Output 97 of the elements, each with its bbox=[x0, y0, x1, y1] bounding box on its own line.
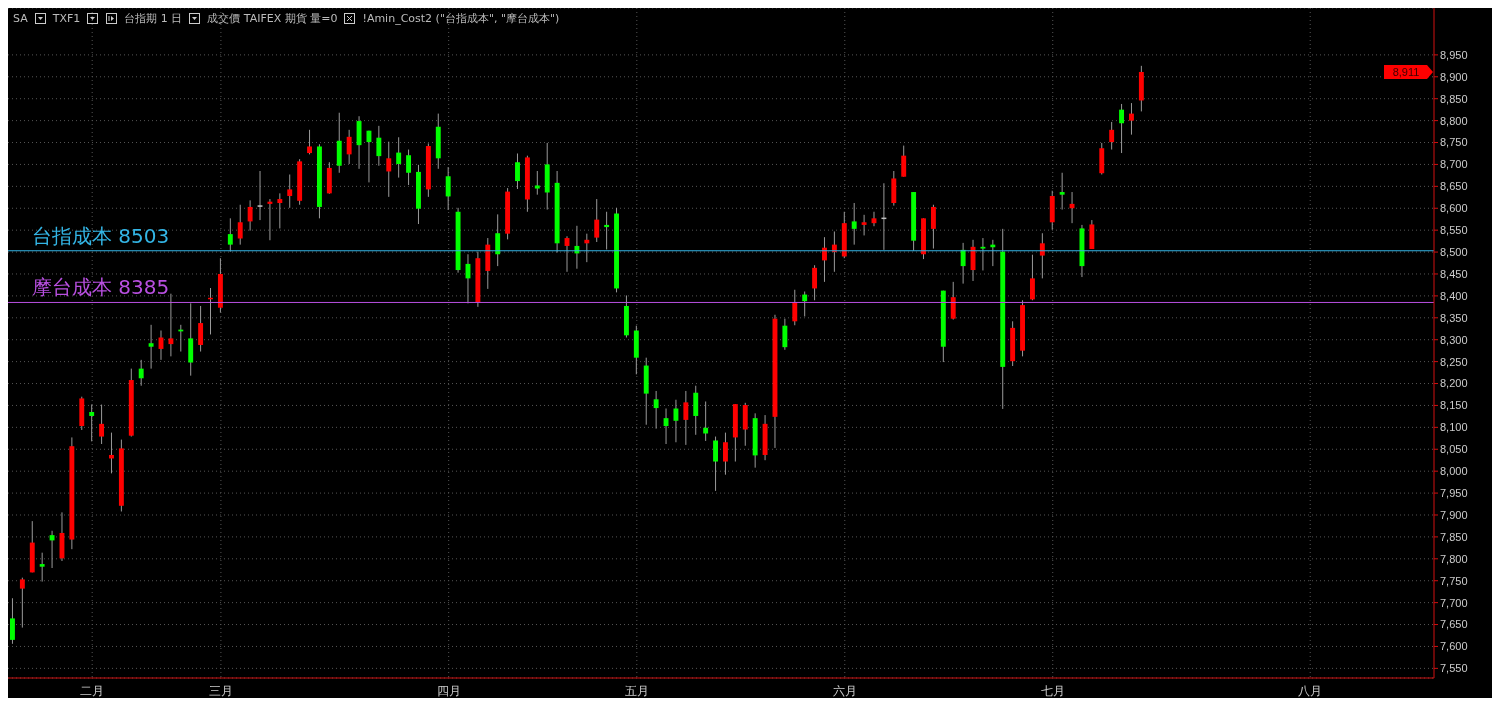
candlestick bbox=[257, 170, 263, 221]
candlestick bbox=[406, 149, 412, 186]
candlestick bbox=[396, 136, 402, 179]
annotation: !Amin_Cost2 ("台指成本", "摩台成本") bbox=[362, 11, 560, 26]
candlestick bbox=[495, 213, 501, 267]
y-tick-label: 8,550 bbox=[1440, 224, 1468, 237]
candlestick bbox=[148, 324, 154, 370]
x-tick-label: 七月 bbox=[1040, 683, 1065, 698]
candlestick bbox=[693, 385, 699, 436]
y-tick-label: 7,750 bbox=[1440, 574, 1468, 587]
candlestick bbox=[267, 198, 273, 241]
y-tick-label: 8,000 bbox=[1440, 465, 1468, 478]
x-tick-label: 五月 bbox=[624, 683, 649, 698]
y-tick-label: 8,400 bbox=[1440, 289, 1468, 302]
candlestick bbox=[307, 129, 312, 155]
candlestick bbox=[138, 359, 144, 387]
y-tick-label: 7,650 bbox=[1440, 618, 1468, 631]
y-tick-label: 8,750 bbox=[1440, 136, 1468, 149]
candlestick bbox=[950, 281, 956, 321]
y-tick-label: 8,350 bbox=[1440, 311, 1468, 324]
candlestick bbox=[812, 264, 818, 301]
candlestick bbox=[604, 211, 610, 250]
candlestick bbox=[901, 145, 907, 178]
y-tick-label: 7,700 bbox=[1440, 596, 1468, 609]
annotation: SA bbox=[13, 12, 28, 25]
candlestick bbox=[168, 293, 174, 357]
y-tick-label: 8,500 bbox=[1440, 245, 1468, 258]
y-tick-label: 8,200 bbox=[1440, 377, 1468, 390]
candlestick bbox=[1039, 232, 1045, 279]
candlestick bbox=[1029, 254, 1035, 301]
candlestick bbox=[39, 552, 45, 583]
y-tick-label: 8,250 bbox=[1440, 355, 1468, 368]
candlestick bbox=[1119, 103, 1125, 154]
candlestick bbox=[515, 152, 520, 190]
y-tick-label: 8,150 bbox=[1440, 399, 1468, 412]
candlestick bbox=[930, 204, 936, 250]
candlestick bbox=[49, 530, 55, 569]
y-tick-label: 8,850 bbox=[1440, 92, 1468, 105]
candlestick bbox=[1129, 102, 1134, 136]
candlestick bbox=[89, 404, 95, 442]
y-tick-label: 7,800 bbox=[1440, 552, 1468, 565]
annotation: 台指期 1 日 bbox=[124, 11, 183, 26]
y-tick-label: 8,050 bbox=[1440, 443, 1468, 456]
candlestick bbox=[594, 198, 600, 243]
candlestick bbox=[227, 217, 233, 253]
y-tick-label: 8,800 bbox=[1440, 114, 1468, 127]
y-tick-label: 8,950 bbox=[1440, 48, 1468, 61]
candlestick bbox=[247, 199, 253, 232]
y-tick-label: 7,900 bbox=[1440, 508, 1468, 521]
candlestick bbox=[1109, 121, 1115, 151]
candlestick bbox=[277, 192, 283, 229]
y-tick-label: 7,850 bbox=[1440, 530, 1468, 543]
candlestick bbox=[287, 174, 293, 209]
y-tick-label: 8,450 bbox=[1440, 267, 1468, 280]
candlestick bbox=[653, 390, 659, 430]
candlestick bbox=[792, 289, 798, 326]
candlestick bbox=[960, 242, 966, 285]
candlestick bbox=[713, 436, 718, 492]
ref-line-label: 摩台成本 8385 bbox=[32, 275, 170, 300]
candlestick bbox=[376, 125, 382, 167]
candlestick bbox=[861, 214, 867, 236]
candlestick bbox=[534, 170, 540, 196]
candlestick bbox=[237, 204, 243, 246]
candlestick bbox=[346, 129, 352, 165]
candlestick bbox=[851, 202, 857, 246]
annotation: 8,911 bbox=[1392, 65, 1420, 78]
candlestick bbox=[1069, 191, 1075, 224]
candlestick bbox=[980, 237, 986, 271]
y-tick-label: 8,100 bbox=[1440, 421, 1468, 434]
y-tick-label: 8,600 bbox=[1440, 202, 1468, 215]
candlestick bbox=[198, 305, 204, 353]
x-tick-label: 八月 bbox=[1298, 683, 1323, 698]
annotation: TXF1 bbox=[52, 12, 81, 25]
x-tick-label: 三月 bbox=[208, 683, 233, 698]
candlestick bbox=[673, 399, 679, 443]
candlestick bbox=[386, 141, 392, 198]
x-tick-label: 四月 bbox=[436, 683, 461, 698]
y-tick-label: 8,700 bbox=[1440, 158, 1468, 171]
annotation: 成交價 TAIFEX 期貨 量=0 bbox=[207, 11, 338, 26]
candlestick bbox=[802, 291, 808, 317]
y-tick-label: 7,600 bbox=[1440, 640, 1468, 653]
ref-line-label: 台指成本 8503 bbox=[32, 223, 170, 248]
candlestick bbox=[10, 597, 15, 645]
candlestick bbox=[19, 577, 25, 629]
x-tick-label: 六月 bbox=[832, 683, 857, 698]
y-tick-label: 7,950 bbox=[1440, 486, 1468, 499]
candlestick bbox=[723, 432, 728, 476]
y-tick-label: 8,900 bbox=[1440, 70, 1468, 83]
candlestick bbox=[683, 390, 689, 446]
y-tick-label: 7,550 bbox=[1440, 662, 1468, 675]
x-tick-label: 二月 bbox=[80, 683, 105, 698]
candlestick bbox=[99, 404, 105, 445]
y-tick-label: 8,650 bbox=[1440, 180, 1468, 193]
candlestick bbox=[782, 318, 788, 351]
candlestick bbox=[445, 166, 451, 211]
candlestick bbox=[1059, 172, 1065, 211]
y-tick-label: 8,300 bbox=[1440, 333, 1468, 346]
